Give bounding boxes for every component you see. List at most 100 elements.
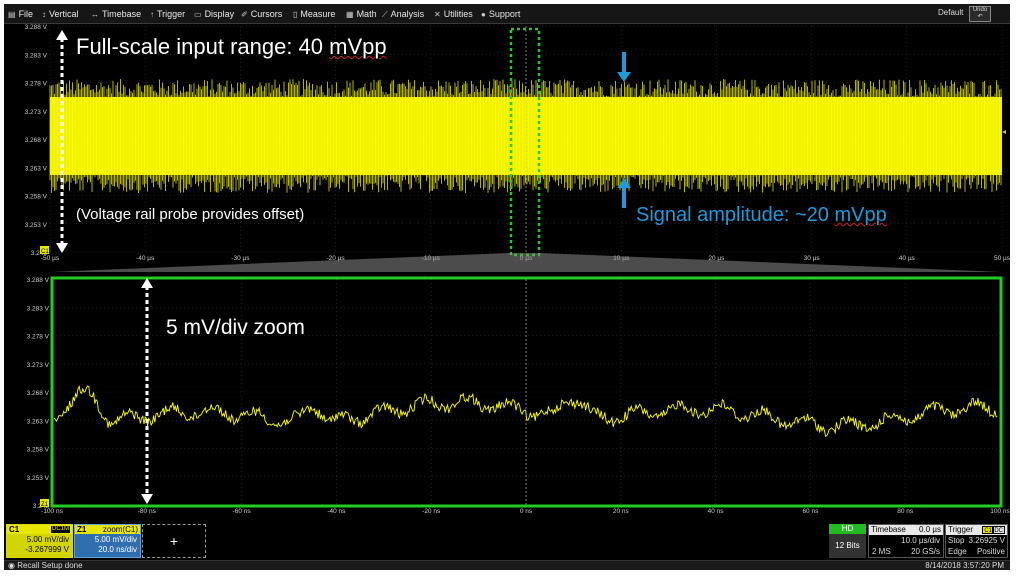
measure-icon: ▯ — [293, 10, 298, 19]
zoom-arrow-down — [141, 494, 153, 504]
zoom-funnel — [50, 253, 1002, 272]
menu-measure[interactable]: ▯ Measure — [293, 9, 336, 19]
zoom-trace-grid[interactable]: 3.288 V 3.283 V 3.278 V 3.273 V 3.268 V 3.263… — [27, 276, 1010, 515]
c1-coupling-badge: DC1M — [50, 526, 70, 533]
zoom-x-tick-label: -20 ns — [422, 508, 441, 515]
fullscale-arrow-down — [56, 243, 68, 253]
main-y-tick-label: 3.253 V — [25, 222, 48, 229]
zoom-y-tick-label: 3.273 V — [27, 362, 50, 369]
zoom-y-tick-label: 3.278 V — [27, 334, 50, 341]
main-x-tick-label: -30 µs — [231, 255, 250, 262]
zoom-x-tick-label: -80 ns — [138, 508, 157, 515]
main-y-tick-label: 3.248 — [31, 250, 48, 257]
c1-offset: -3.267999 V — [25, 545, 69, 554]
offset-annotation: (Voltage rail probe provides offset) — [76, 206, 305, 223]
c1-marker-text: C1 — [41, 249, 49, 255]
main-y-tick-label: 3.288 V — [25, 24, 48, 31]
menu-trigger[interactable]: ↑ Trigger — [150, 9, 186, 19]
main-y-axis-labels: 3.288 V 3.283 V 3.278 V 3.273 V 3.268 V 3.263… — [25, 24, 48, 257]
menu-math[interactable]: ▦ Math — [346, 9, 377, 19]
trigger-icon: ↑ — [150, 10, 154, 19]
default-setup-label[interactable]: Default — [938, 8, 964, 17]
zoom-x-tick-label: -40 ns — [327, 508, 346, 515]
z1-marker-text: Z1 — [41, 502, 49, 508]
signal-bottom-arrow — [617, 178, 631, 208]
menu-utilities[interactable]: ✕ Utilities — [434, 9, 473, 19]
signal-top-arrow — [617, 52, 631, 82]
fullscale-arrow-up — [56, 30, 68, 40]
z1-ground-marker — [40, 499, 49, 507]
zoom-x-tick-label: -60 ns — [233, 508, 252, 515]
zoom-arrow-up — [141, 278, 153, 288]
timebase-descriptor[interactable]: Timebase 0.0 µs 10.0 µs/div 2 MS 20 GS/s — [868, 524, 944, 558]
fullscale-annotation: Full-scale input range: 40 mVpp — [76, 34, 387, 59]
add-trace-button[interactable]: + — [142, 524, 206, 558]
undo-icon: ↶ — [977, 14, 983, 20]
zoom-region-marker[interactable] — [509, 27, 541, 257]
zoom-y-tick-label: 3.253 V — [27, 475, 50, 482]
trigger-level-marker — [1002, 130, 1006, 134]
z1-tdiv: 20.0 ns/div — [98, 545, 137, 554]
menu-file[interactable]: ▤ File — [8, 9, 34, 19]
main-y-tick-label: 3.258 V — [25, 194, 48, 201]
zoom-x-tick-label: 0 ns — [520, 508, 533, 515]
info-icon: ◉ — [8, 561, 18, 570]
zoom-y-axis-labels: 3.288 V 3.283 V 3.278 V 3.273 V 3.268 V 3.263… — [27, 277, 50, 510]
zoom-y-tick-label: 3.263 V — [27, 418, 50, 425]
zoom-y-tick-label: 3.258 V — [27, 447, 50, 454]
z1-vdiv: 5.00 mV/div — [94, 535, 137, 544]
display-icon: ▭ — [194, 10, 202, 19]
waveform-display[interactable]: 3.288 V 3.283 V 3.278 V 3.273 V 3.268 V 3.263… — [4, 24, 1010, 524]
main-y-tick-label: 3.283 V — [25, 52, 48, 59]
main-x-tick-label: 50 µs — [994, 255, 1010, 262]
zoom-scale-annotation: 5 mV/div zoom — [166, 316, 305, 339]
menu-display[interactable]: ▭ Display — [194, 9, 235, 19]
vertical-icon: ↕ — [42, 10, 46, 19]
main-y-tick-label: 3.263 V — [25, 165, 48, 172]
zoom-trace-waveform — [53, 385, 998, 438]
menu-bar: ▤ File ↕ Vertical ↔ Timebase ↑ Trigger ▭ Disp… — [4, 4, 1010, 24]
c1-ground-marker — [40, 246, 49, 254]
main-x-tick-label: -50 µs — [41, 255, 60, 262]
zoom-x-tick-label: 20 ns — [613, 508, 630, 515]
undo-button[interactable]: Undo ↶ — [969, 6, 991, 22]
c1-descriptor[interactable]: C1 DC1M 5.00 mV/div -3.267999 V — [6, 524, 73, 558]
status-datetime: 8/14/2018 3:57:20 PM — [925, 561, 1004, 570]
math-icon: ▦ — [346, 10, 354, 19]
zoom-y-tick-label: 3.283 V — [27, 305, 50, 312]
main-y-tick-label: 3.273 V — [25, 109, 48, 116]
zoom-x-tick-label: 40 ns — [708, 508, 725, 515]
hd-resolution-indicator[interactable]: HD 12 Bits — [829, 524, 866, 558]
main-y-tick-label: 3.278 V — [25, 81, 48, 88]
menu-timebase[interactable]: ↔ Timebase — [91, 9, 142, 19]
utilities-icon: ✕ — [434, 10, 441, 19]
menu-support[interactable]: ● Support — [481, 9, 521, 19]
signal-amplitude-annotation: Signal amplitude: ~20 mVpp — [636, 204, 887, 226]
menu-vertical[interactable]: ↕ Vertical — [42, 9, 79, 19]
c1-vdiv: 5.00 mV/div — [26, 535, 69, 544]
analysis-icon: ⟋ — [382, 10, 388, 19]
main-x-tick-label: 30 µs — [804, 255, 821, 262]
main-x-tick-label: -20 µs — [326, 255, 345, 262]
menu-analysis[interactable]: ⟋ Analysis — [382, 9, 425, 19]
trigger-descriptor[interactable]: Trigger C1 DC Stop 3.26925 V Edge Positive — [945, 524, 1008, 558]
zoom-frame — [50, 276, 1003, 508]
main-trace-grid[interactable]: 3.288 V 3.283 V 3.278 V 3.273 V 3.268 V 3.263… — [25, 24, 1010, 262]
main-y-tick-label: 3.268 V — [25, 137, 48, 144]
zoom-x-tick-label: 100 ns — [990, 508, 1010, 515]
zoom-y-tick-label: 3.268 V — [27, 390, 50, 397]
file-icon: ▤ — [8, 10, 16, 19]
zoom-x-tick-label: 60 ns — [802, 508, 819, 515]
descriptor-bar: C1 DC1M 5.00 mV/div -3.267999 V Z1 zoom(C1)… — [4, 524, 1010, 560]
cursors-icon: ✐ — [241, 10, 248, 19]
main-x-tick-label: 40 µs — [899, 255, 916, 262]
zoom-x-tick-label: -100 ns — [41, 508, 63, 515]
main-x-tick-label: -40 µs — [136, 255, 155, 262]
z1-descriptor[interactable]: Z1 zoom(C1) 5.00 mV/div 20.0 ns/div — [74, 524, 141, 558]
status-bar: ◉ Recall Setup done 8/14/2018 3:57:20 PM — [4, 560, 1010, 570]
timebase-icon: ↔ — [91, 10, 99, 19]
menu-cursors[interactable]: ✐ Cursors — [241, 9, 283, 19]
support-icon: ● — [481, 10, 486, 19]
zoom-x-axis-labels: -100 ns -80 ns -60 ns -40 ns -20 ns 0 ns 20 ns… — [41, 508, 1010, 515]
zoom-y-tick-label: 3.288 V — [27, 277, 50, 284]
